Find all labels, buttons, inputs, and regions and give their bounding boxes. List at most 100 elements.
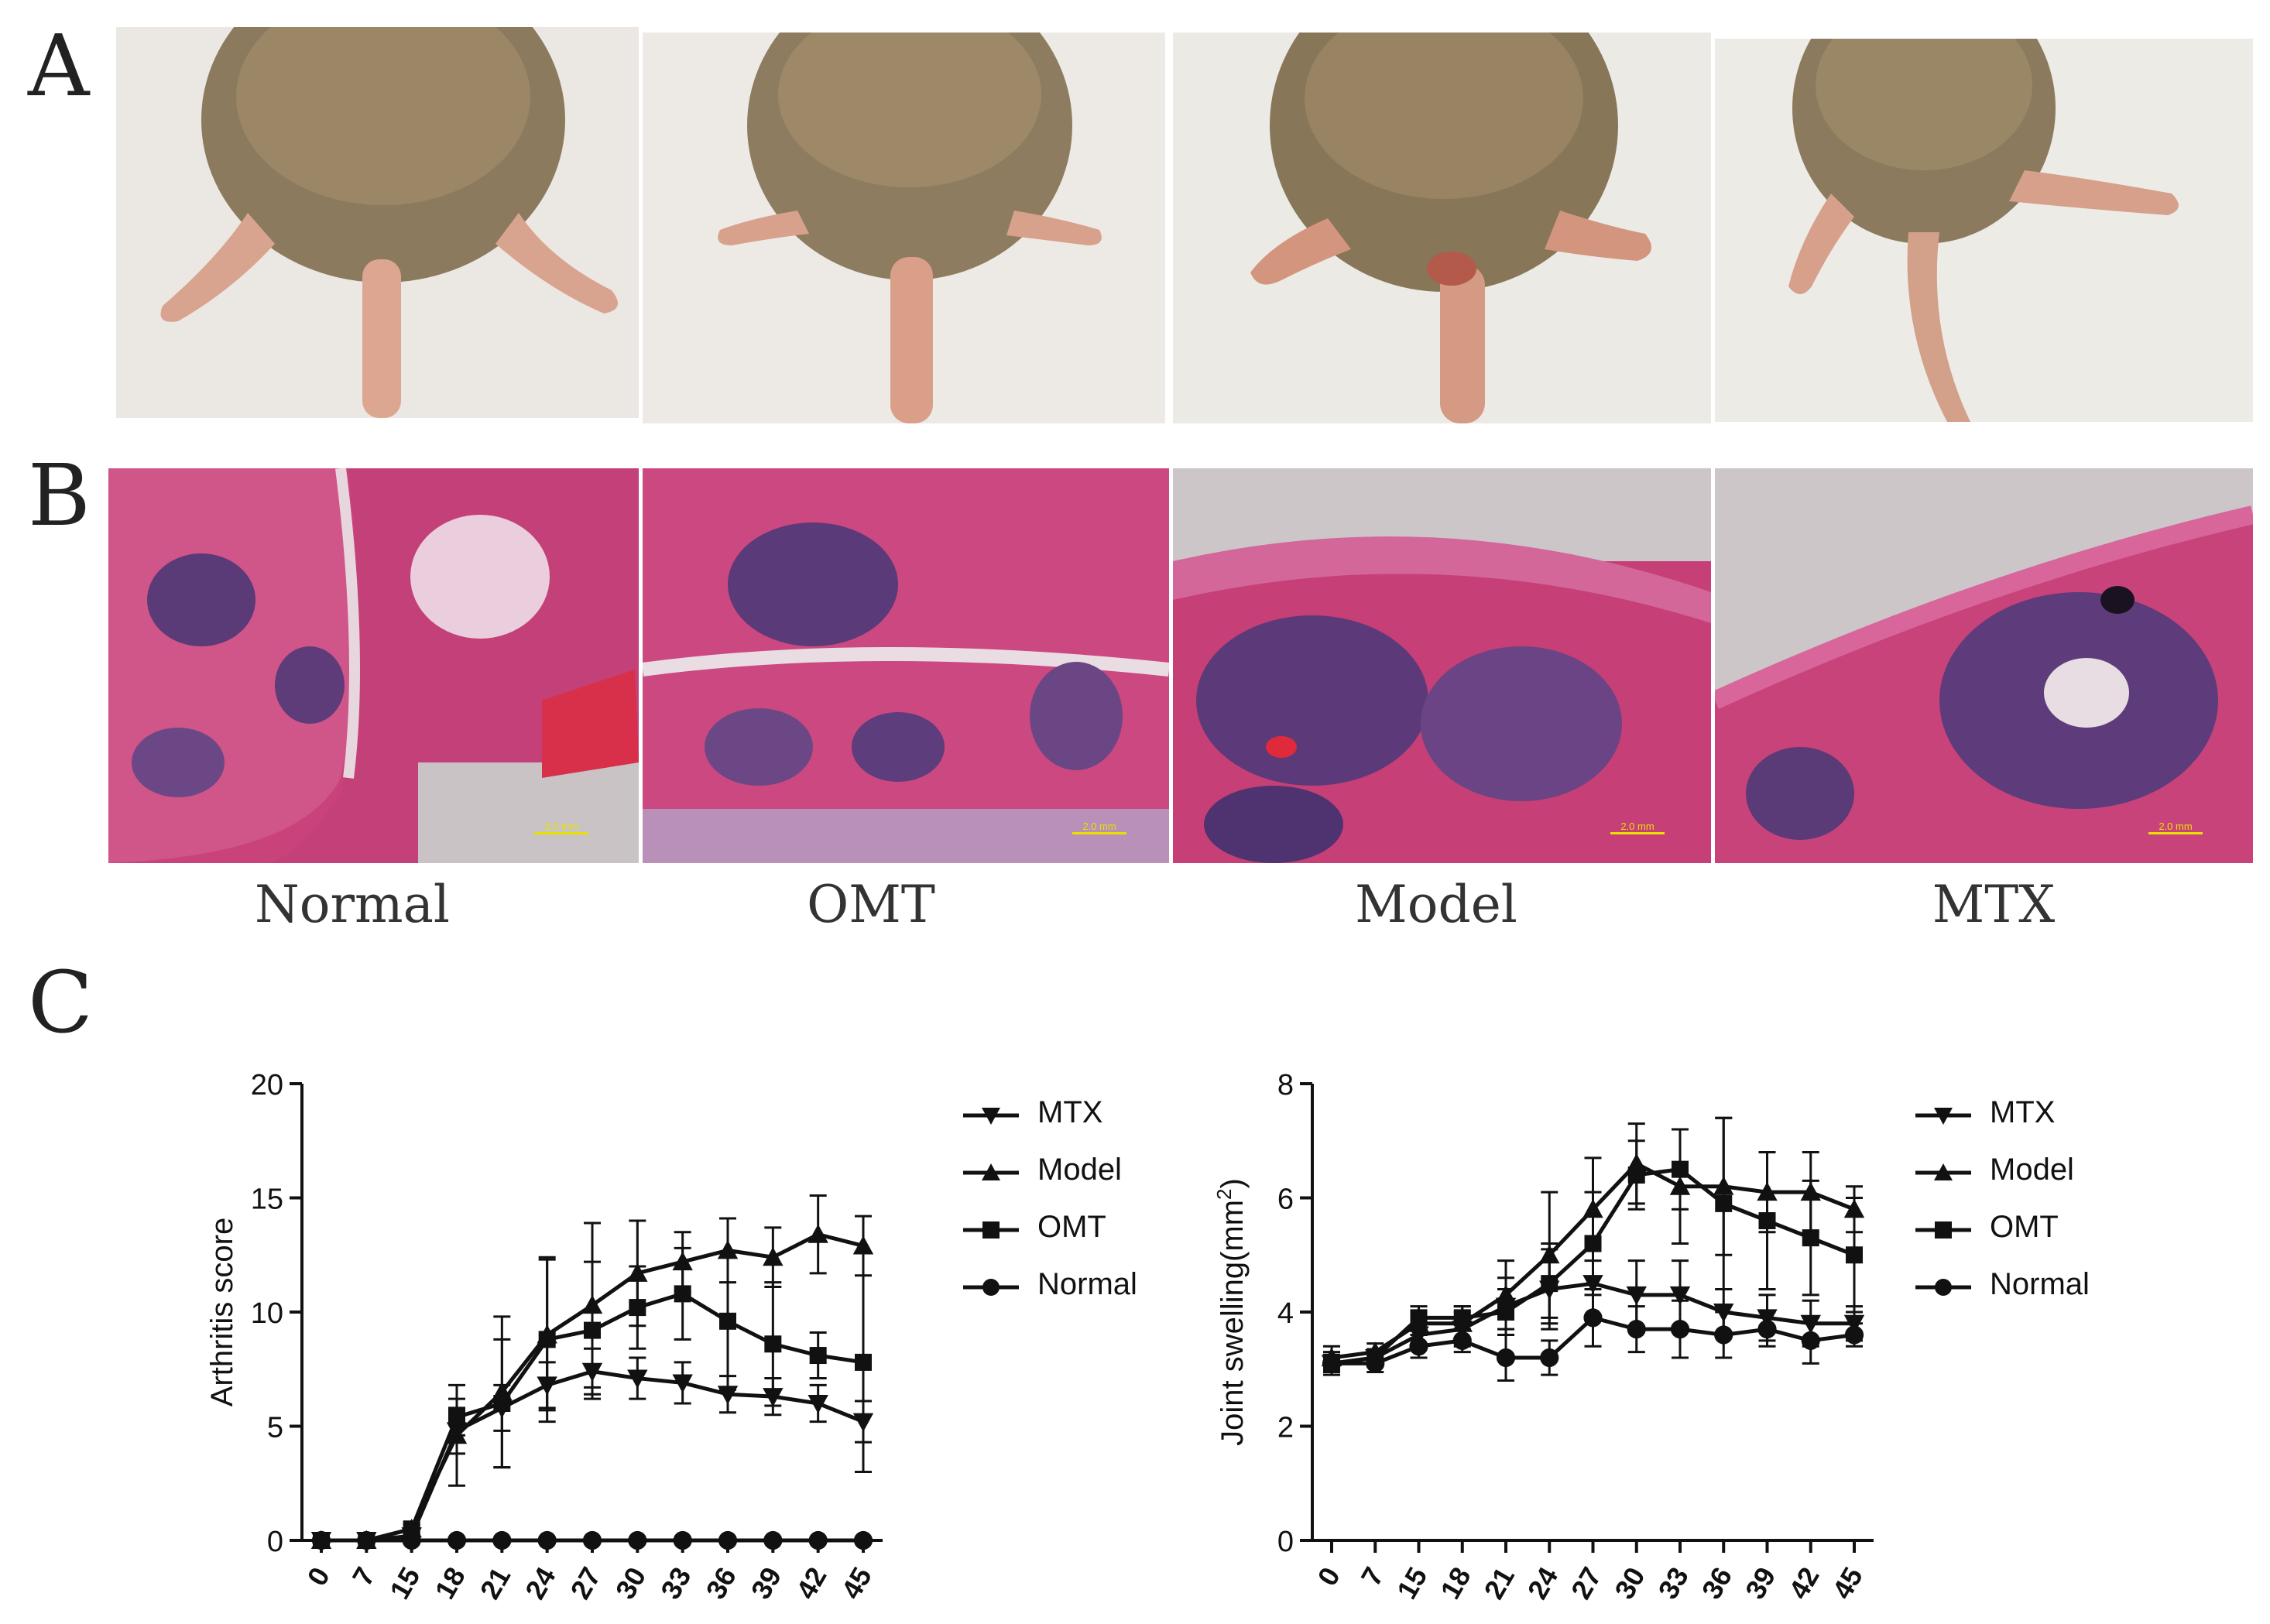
- scale-bar-label: 2.0 mm: [1620, 821, 1654, 832]
- data-point: [1758, 1212, 1776, 1229]
- group-label-omt: OMT: [807, 875, 935, 934]
- x-tick-label: 27: [564, 1562, 607, 1605]
- data-point: [718, 1530, 738, 1550]
- legend-label: Model: [1990, 1153, 2074, 1187]
- joint-swelling-legend: MTX Model OMT Normal: [1912, 1095, 2145, 1324]
- y-tick-label: 0: [267, 1526, 283, 1558]
- data-point: [1583, 1308, 1603, 1328]
- data-point: [673, 1530, 692, 1550]
- arthritis-legend: MTX Model OMT Normal: [960, 1095, 1192, 1324]
- group-label-model: Model: [1355, 875, 1517, 934]
- legend-marker-triangle-up: [963, 1163, 1019, 1180]
- legend-label: OMT: [1990, 1210, 2059, 1244]
- legend-item-omt: OMT: [1912, 1210, 2145, 1267]
- scale-bar-label: 2.0 mm: [2159, 821, 2193, 832]
- data-point: [492, 1530, 512, 1550]
- x-tick-label: 45: [1826, 1562, 1869, 1605]
- x-tick-label: 27: [1565, 1562, 1608, 1605]
- data-point: [852, 1235, 874, 1255]
- data-point: [1626, 1286, 1647, 1306]
- legend-item-mtx: MTX: [960, 1095, 1192, 1153]
- data-point: [763, 1530, 783, 1550]
- legend-label: OMT: [1037, 1210, 1106, 1244]
- legend-marker-square: [1915, 1221, 1971, 1239]
- y-tick-label: 20: [251, 1069, 283, 1102]
- legend-marker-triangle-down: [963, 1108, 1019, 1125]
- panel-letter-a: A: [28, 16, 90, 115]
- data-point: [1757, 1320, 1777, 1339]
- data-point: [1627, 1320, 1646, 1339]
- y-tick-label: 15: [251, 1184, 283, 1216]
- x-tick-label: 18: [1434, 1562, 1477, 1605]
- data-point: [448, 1408, 465, 1426]
- data-point: [402, 1530, 421, 1550]
- data-point: [808, 1224, 828, 1243]
- panel-letter-b: B: [28, 446, 91, 545]
- legend-item-omt: OMT: [960, 1210, 1192, 1267]
- data-point: [808, 1530, 828, 1550]
- legend-item-normal: Normal: [960, 1267, 1192, 1324]
- data-point: [1714, 1325, 1733, 1345]
- data-point: [1670, 1320, 1690, 1339]
- photo-mtx-mouse: [1715, 39, 2253, 422]
- scale-bar-label: 2.0 mm: [1082, 821, 1116, 832]
- photo-omt-mouse: [643, 33, 1165, 423]
- group-label-normal: Normal: [254, 875, 451, 934]
- data-point: [1627, 1167, 1645, 1184]
- histology-model: [1173, 468, 1711, 863]
- legend-label: MTX: [1037, 1095, 1103, 1129]
- data-point: [1322, 1354, 1342, 1373]
- legend-marker-square: [963, 1221, 1019, 1239]
- legend-marker-circle: [1915, 1279, 1971, 1296]
- data-point: [1496, 1348, 1516, 1368]
- x-tick-label: 15: [383, 1562, 427, 1605]
- x-tick-label: 39: [1739, 1562, 1782, 1605]
- data-point: [1802, 1229, 1819, 1247]
- y-tick-label: 5: [267, 1412, 283, 1444]
- data-point: [1452, 1331, 1472, 1350]
- y-axis-label: Joint swelling(mm2): [1212, 1178, 1250, 1446]
- photo-model-mouse: [1173, 33, 1711, 423]
- data-point: [1584, 1235, 1602, 1252]
- data-point: [1846, 1246, 1863, 1264]
- x-tick-label: 36: [1696, 1562, 1739, 1605]
- y-tick-label: 4: [1277, 1297, 1294, 1330]
- data-point: [1541, 1275, 1558, 1293]
- data-point: [357, 1530, 376, 1550]
- data-point: [1669, 1286, 1691, 1306]
- data-point: [672, 1374, 693, 1393]
- data-point: [493, 1395, 511, 1412]
- scale-bar-label: 2.0 mm: [544, 821, 578, 832]
- group-label-mtx: MTX: [1932, 875, 2056, 934]
- x-tick-label: 33: [1651, 1562, 1695, 1605]
- data-point: [1844, 1325, 1864, 1345]
- x-tick-label: 15: [1390, 1562, 1434, 1605]
- data-point: [1715, 1194, 1733, 1212]
- data-point: [1540, 1348, 1559, 1368]
- histology-omt: [643, 468, 1169, 863]
- x-tick-label: 7: [346, 1562, 382, 1591]
- x-tick-label: 30: [609, 1562, 653, 1605]
- data-point: [311, 1530, 331, 1550]
- x-tick-label: 45: [835, 1562, 878, 1605]
- x-tick-label: 24: [1521, 1562, 1565, 1605]
- x-tick-label: 39: [745, 1562, 788, 1605]
- legend-label: Model: [1037, 1153, 1122, 1187]
- data-point: [628, 1530, 647, 1550]
- legend-item-normal: Normal: [1912, 1267, 2145, 1324]
- data-point: [717, 1240, 739, 1259]
- x-tick-label: 24: [519, 1562, 562, 1605]
- x-tick-label: 0: [1311, 1562, 1346, 1591]
- histology-mtx: [1715, 468, 2253, 863]
- series-normal: [311, 1530, 873, 1550]
- data-point: [629, 1299, 646, 1317]
- data-point: [538, 1331, 556, 1348]
- data-point: [1497, 1304, 1514, 1321]
- data-point: [719, 1312, 736, 1330]
- data-point: [627, 1369, 648, 1389]
- legend-marker-triangle-down: [1915, 1108, 1971, 1125]
- legend-label: MTX: [1990, 1095, 2056, 1129]
- panel-letter-c: C: [28, 953, 94, 1052]
- scale-bar-model: 2.0 mm: [1610, 821, 1665, 836]
- legend-label: Normal: [1990, 1267, 2090, 1301]
